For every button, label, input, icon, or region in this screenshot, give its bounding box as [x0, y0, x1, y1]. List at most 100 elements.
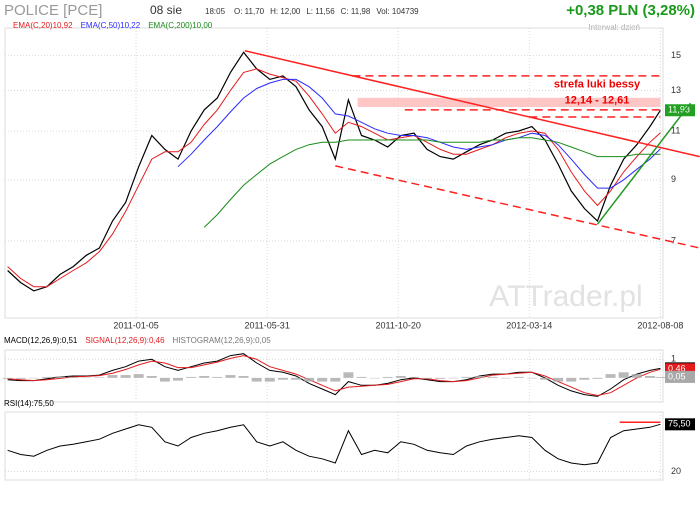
histogram-bar	[540, 377, 551, 380]
series-line	[203, 137, 661, 228]
histogram-bar	[487, 376, 498, 378]
histogram-bar	[369, 377, 380, 379]
legend: MACD(12,26,9):0,51 SIGNAL(12,26,9):0,46 HI…	[4, 336, 271, 345]
y-tick-label: 9	[671, 174, 676, 184]
time: 18:05	[205, 7, 226, 16]
x-tick-label: 2011-01-05	[113, 320, 158, 330]
watermark: ATTrader.pl	[489, 280, 642, 313]
histogram-bar	[238, 376, 249, 378]
histogram-bar	[644, 376, 655, 378]
histogram-bar	[422, 377, 433, 379]
histogram-bar	[382, 376, 393, 378]
series-line	[7, 68, 661, 288]
legend-name: EMA(C,20)	[13, 21, 53, 30]
x-tick-label: 2011-05-31	[244, 320, 289, 330]
histogram-bar	[461, 376, 472, 378]
ohlc-field: L: 11,56	[306, 7, 335, 16]
histogram-bar	[186, 376, 197, 378]
legend-value: 0,51	[62, 336, 78, 345]
histogram-bar	[277, 377, 288, 380]
series-line	[177, 78, 661, 189]
histogram-bar	[68, 376, 79, 378]
zone-range-label: 12,14 - 12,61	[565, 95, 630, 107]
histogram-bar	[343, 372, 354, 378]
histogram-bar	[290, 377, 301, 380]
y-tick-label: 20	[671, 466, 681, 476]
last-value-label: 75,50	[668, 419, 691, 429]
histogram-bar	[133, 374, 144, 378]
histogram-bar	[579, 377, 590, 380]
histogram-bar	[553, 377, 564, 382]
legend-name: EMA(C,50)	[81, 21, 121, 30]
histogram-bar	[618, 372, 629, 378]
legend: RSI(14):75,50	[4, 399, 54, 408]
zone-label: strefa luki bessy	[554, 79, 641, 91]
histogram-bar	[395, 376, 406, 378]
histogram-bar	[94, 377, 105, 378]
last-value-label: 0,05	[668, 371, 686, 381]
histogram-bar	[225, 375, 236, 378]
x-tick-label: 2012-08-08	[637, 320, 683, 330]
histogram-bar	[513, 376, 524, 378]
histogram-bar	[199, 376, 210, 378]
histogram-bar	[107, 375, 118, 378]
histogram-bar	[592, 377, 603, 379]
legend-value: 0,05	[255, 336, 271, 345]
y-tick-label: 1	[671, 354, 676, 364]
histogram-bar	[655, 376, 666, 378]
ohlc-field: H: 12,00	[270, 7, 301, 16]
y-tick-label: 7	[671, 235, 676, 245]
histogram-bar	[28, 377, 39, 379]
legend-name: EMA(C,200)	[148, 21, 192, 30]
histogram-bar	[304, 377, 315, 382]
annotation-line	[244, 50, 700, 158]
last-value-label: 0,46	[668, 364, 686, 374]
histogram-bar	[435, 377, 446, 379]
y-tick-label: 13	[671, 85, 681, 95]
histogram-bar	[500, 377, 511, 379]
histogram-bar	[15, 377, 26, 379]
y-tick-label: 15	[671, 50, 681, 60]
histogram-bar	[474, 376, 485, 378]
histogram-bar	[317, 377, 328, 382]
series-line	[7, 423, 661, 466]
x-tick-label: 2011-10-20	[376, 320, 421, 330]
macd-frame	[4, 349, 664, 403]
annotation-line	[335, 165, 700, 249]
legend-name: MACD(12,26,9):	[4, 336, 62, 345]
histogram-bar	[605, 374, 616, 378]
last-value-label: 11,98	[668, 105, 690, 115]
legend-value: 10,92	[53, 21, 74, 30]
rsi-frame	[4, 411, 664, 481]
ohlc-field: Vol: 104739	[376, 7, 419, 16]
legend-value: 10,00	[192, 21, 213, 30]
ohlc-fields: O: 11,70 H: 12,00 L: 11,56 C: 11,98 Vol: 104…	[234, 7, 419, 16]
legend-name: SIGNAL(12,26,9):	[85, 336, 149, 345]
histogram-bar	[566, 377, 577, 382]
histogram-bar	[159, 377, 170, 382]
histogram-bar	[264, 377, 275, 382]
price-change: +0,38 PLN (3,28%)	[566, 2, 695, 19]
last-value-box	[665, 370, 695, 383]
series-line	[7, 51, 661, 292]
price-frame	[4, 27, 664, 319]
ticker-title: POLICE [PCE]	[4, 2, 102, 19]
histogram-bar	[526, 377, 537, 379]
histogram-bar	[251, 377, 262, 382]
histogram-bar	[41, 376, 52, 378]
last-value-box	[665, 418, 695, 431]
histogram-bar	[448, 377, 459, 379]
ohlc-field: C: 11,98	[341, 7, 371, 16]
ohlc-field: O: 11,70	[234, 7, 265, 16]
histogram-bar	[55, 376, 66, 378]
legend-value: 0,46	[149, 336, 165, 345]
histogram-bar	[173, 377, 184, 381]
histogram-bar	[120, 375, 131, 378]
histogram-bar	[146, 376, 157, 378]
gap-zone	[357, 97, 661, 108]
legend-value: 10,22	[120, 21, 141, 30]
y-tick-label: 11	[671, 125, 680, 135]
histogram-bar	[81, 377, 92, 378]
